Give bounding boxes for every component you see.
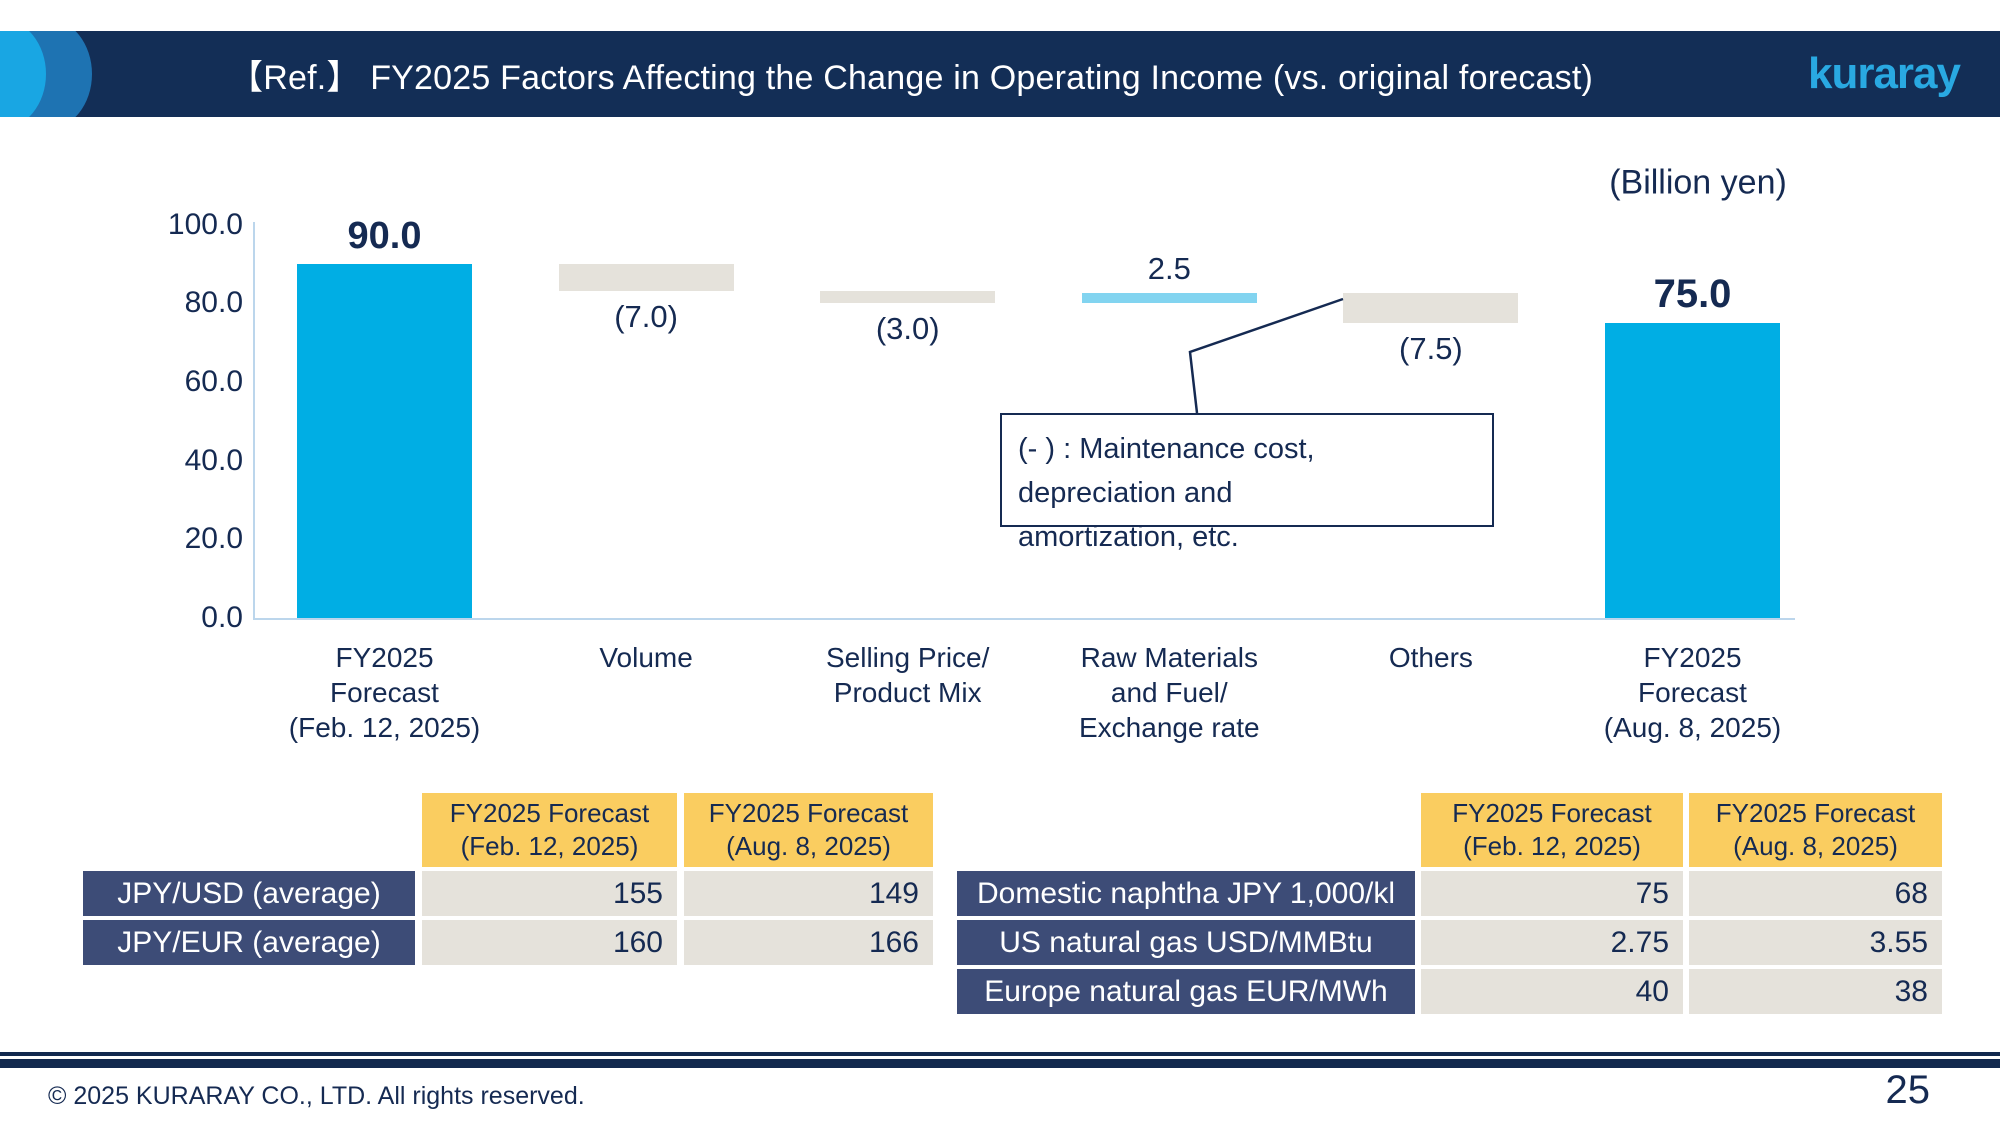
table-value-feb: 40 <box>1421 969 1683 1014</box>
table-header-line: FY2025 Forecast <box>449 798 650 828</box>
x-axis-line <box>253 618 1795 620</box>
bar-value-label-raw-materials-fuel-exchange: 2.5 <box>1147 251 1191 287</box>
category-label-line: Raw Materials <box>1080 642 1258 673</box>
y-axis-line <box>253 222 255 618</box>
annotation-line2: amortization, etc. <box>1018 521 1239 553</box>
category-label-line: Volume <box>599 642 693 673</box>
bar-others <box>1343 293 1519 323</box>
category-label-line: and Fuel/ <box>1110 677 1228 708</box>
table-header-line: (Aug. 8, 2025) <box>1733 831 1898 861</box>
y-axis-tick-label: 100.0 <box>167 207 243 241</box>
category-label-line: Others <box>1388 642 1473 673</box>
table-value-feb: 155 <box>422 871 677 916</box>
table-row-label: Europe natural gas EUR/MWh <box>957 969 1415 1014</box>
bar-value-label-others: (7.5) <box>1399 330 1463 366</box>
category-label-fy2025-forecast-aug: FY2025 Forecast (Aug. 8, 2025) <box>1604 640 1781 745</box>
chart-unit-label: (Billion yen) <box>1609 163 1787 202</box>
footer-rule-thick <box>0 1059 2000 1068</box>
bar-value-label-fy2025-forecast-aug: 75.0 <box>1653 271 1732 316</box>
category-label-line: Exchange rate <box>1079 712 1260 743</box>
table-corner-blank <box>957 793 1415 867</box>
table-col-header-aug: FY2025 Forecast (Aug. 8, 2025) <box>1689 793 1942 867</box>
raw-material-price-table: FY2025 Forecast (Feb. 12, 2025) FY2025 For… <box>957 793 1942 1014</box>
category-label-others: Others <box>1389 640 1473 675</box>
annotation-box: (- ) : Maintenance cost, depreciation an… <box>1000 413 1494 553</box>
category-label-line: FY2025 <box>335 642 434 673</box>
table-col-header-feb: FY2025 Forecast (Feb. 12, 2025) <box>422 793 677 867</box>
y-axis-tick-label: 40.0 <box>184 443 243 477</box>
table-header-line: FY2025 Forecast <box>1452 798 1652 828</box>
y-axis-tick-label: 0.0 <box>201 601 243 634</box>
slide-header-bar: 【Ref.】 FY2025 Factors Affecting the Chan… <box>0 31 2000 117</box>
footer-rule-thin <box>0 1052 2000 1056</box>
category-label-line: (Aug. 8, 2025) <box>1603 712 1782 743</box>
category-label-raw-materials-fuel-exchange: Raw Materials and Fuel/Exchange rate <box>1079 640 1260 745</box>
table-value-aug: 149 <box>684 871 933 916</box>
table-row-label: JPY/USD (average) <box>83 871 415 916</box>
category-label-line: Forecast <box>330 677 439 708</box>
table-value-aug: 166 <box>684 920 933 965</box>
table-header-line: FY2025 Forecast <box>708 798 909 828</box>
kuraray-logo: kuraray <box>1807 49 1961 98</box>
table-header-line: FY2025 Forecast <box>1715 798 1916 828</box>
table-header-line: (Feb. 12, 2025) <box>1463 831 1641 861</box>
table-col-header-aug: FY2025 Forecast (Aug. 8, 2025) <box>684 793 933 867</box>
table-row-label: US natural gas USD/MMBtu <box>957 920 1415 965</box>
exchange-rate-table: FY2025 Forecast (Feb. 12, 2025) FY2025 For… <box>83 793 933 965</box>
bar-selling-price-product-mix <box>820 291 996 304</box>
category-label-line: Selling Price/ <box>825 642 990 673</box>
table-value-feb: 75 <box>1421 871 1683 916</box>
table-row-label: Domestic naphtha JPY 1,000/kl <box>957 871 1415 916</box>
category-label-selling-price-product-mix: Selling Price/Product Mix <box>826 640 989 710</box>
table-value-feb: 2.75 <box>1421 920 1683 965</box>
category-label-line: FY2025 <box>1643 642 1742 673</box>
bar-value-label-volume: (7.0) <box>614 299 678 335</box>
table-value-feb: 160 <box>422 920 677 965</box>
table-corner-blank <box>83 793 415 867</box>
bar-value-label-fy2025-forecast-feb: 90.0 <box>347 214 422 257</box>
category-label-line: Forecast <box>1638 677 1747 708</box>
category-label-fy2025-forecast-feb: FY2025 Forecast (Feb. 12, 2025) <box>289 640 480 745</box>
category-label-line: Product Mix <box>833 677 982 708</box>
annotation-line1: (- ) : Maintenance cost, depreciation an… <box>1018 433 1315 509</box>
bar-fy2025-forecast-feb <box>297 263 472 618</box>
table-value-aug: 38 <box>1689 969 1942 1014</box>
bar-fy2025-forecast-aug <box>1605 322 1780 618</box>
table-col-header-feb: FY2025 Forecast (Feb. 12, 2025) <box>1421 793 1683 867</box>
y-axis-tick-label: 20.0 <box>184 522 243 556</box>
category-label-volume: Volume <box>599 640 692 675</box>
table-header-line: (Feb. 12, 2025) <box>460 831 639 861</box>
bar-raw-materials-fuel-exchange <box>1081 293 1257 304</box>
y-axis-tick-label: 80.0 <box>184 286 243 320</box>
y-axis-tick-label: 60.0 <box>184 364 243 398</box>
page-number: 25 <box>1885 1068 1931 1112</box>
table-header-line: (Aug. 8, 2025) <box>726 831 891 861</box>
bar-volume <box>558 263 734 292</box>
table-value-aug: 68 <box>1689 871 1942 916</box>
table-value-aug: 3.55 <box>1689 920 1942 965</box>
bar-value-label-selling-price-product-mix: (3.0) <box>875 311 940 347</box>
decorative-circle-cyan <box>0 31 46 117</box>
category-label-line: (Feb. 12, 2025) <box>288 712 481 743</box>
slide-title: 【Ref.】 FY2025 Factors Affecting the Chan… <box>229 58 1594 97</box>
table-row-label: JPY/EUR (average) <box>83 920 415 965</box>
copyright-text: © 2025 KURARAY CO., LTD. All rights rese… <box>48 1082 585 1110</box>
